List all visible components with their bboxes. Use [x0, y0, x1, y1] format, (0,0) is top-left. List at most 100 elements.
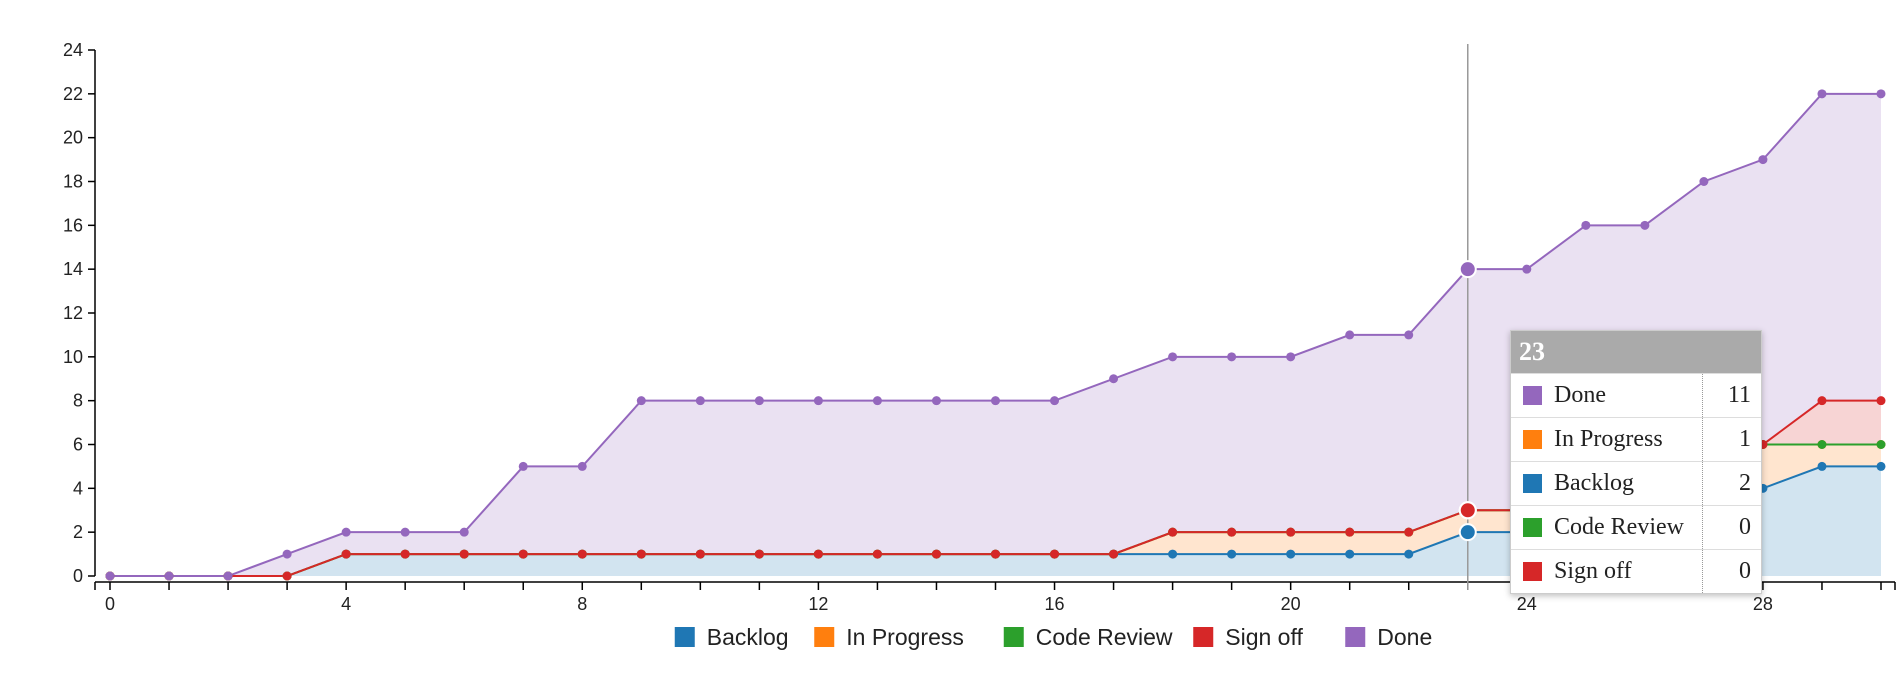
tooltip-row: In Progress 1 [1511, 417, 1761, 461]
point-done [223, 571, 233, 581]
point-code-review [1817, 440, 1827, 449]
x-tick-label: 16 [1045, 594, 1065, 614]
point-sign-off [459, 549, 469, 559]
point-sign-off [636, 549, 646, 559]
tooltip-series-value: 1 [1702, 418, 1761, 461]
point-sign-off [518, 549, 528, 559]
y-tick-label: 12 [63, 303, 83, 323]
legend-swatch [1193, 627, 1214, 647]
point-sign-off [1168, 527, 1178, 537]
point-sign-off [282, 571, 292, 581]
point-sign-off [1345, 527, 1355, 537]
point-done [1109, 374, 1119, 384]
point-sign-off [813, 549, 823, 559]
tooltip-series-value: 0 [1702, 550, 1761, 593]
tooltip-swatch [1523, 430, 1542, 449]
y-tick-label: 24 [63, 40, 83, 60]
point-done [459, 527, 469, 537]
point-backlog [1404, 549, 1414, 559]
x-tick-label: 24 [1517, 594, 1537, 614]
point-sign-off [1876, 396, 1886, 406]
tooltip-swatch [1523, 562, 1542, 581]
point-done [577, 461, 587, 471]
tooltip-row: Done 11 [1511, 373, 1761, 417]
tooltip-series-value: 11 [1702, 374, 1761, 417]
tooltip-series-name: In Progress [1554, 426, 1663, 452]
point-done [1758, 155, 1768, 165]
legend-swatch [1003, 627, 1024, 647]
point-backlog [1227, 549, 1237, 559]
legend: Backlog In Progress Code Review Sign off Don… [674, 624, 1432, 650]
point-done [518, 461, 528, 471]
y-tick-label: 18 [63, 172, 83, 192]
y-tick-label: 20 [63, 128, 83, 148]
x-tick-label: 20 [1281, 594, 1301, 614]
tooltip-title: 23 [1511, 331, 1761, 373]
area-done [110, 93, 1881, 576]
tooltip-series-name: Done [1554, 382, 1606, 408]
tooltip-series-name: Sign off [1554, 558, 1632, 584]
point-done [1345, 330, 1355, 340]
point-sign-off [1227, 527, 1237, 537]
legend-item: Code Review [1003, 624, 1173, 650]
legend-swatch [814, 627, 835, 647]
tooltip-swatch [1523, 386, 1542, 405]
point-backlog [1168, 549, 1178, 559]
tooltip-series-name: Backlog [1554, 470, 1634, 496]
point-sign-off [754, 549, 764, 559]
legend-label: Backlog [707, 624, 789, 650]
hover-point-backlog [1458, 523, 1477, 542]
y-tick-label: 16 [63, 215, 83, 235]
y-tick-label: 2 [73, 522, 83, 542]
point-sign-off [695, 549, 705, 559]
point-done [1699, 177, 1709, 186]
point-sign-off [931, 549, 941, 559]
hover-points [1458, 260, 1477, 542]
tooltip-series-name: Code Review [1554, 514, 1684, 540]
point-done [400, 527, 410, 537]
point-done [636, 396, 646, 406]
point-done [813, 396, 823, 406]
point-sign-off [1109, 549, 1119, 559]
x-tick-label: 8 [577, 594, 587, 614]
point-sign-off [1817, 396, 1827, 406]
point-code-review [1876, 440, 1886, 449]
y-tick-label: 10 [63, 347, 83, 367]
y-tick-label: 4 [73, 478, 83, 498]
area-backlog [110, 466, 1881, 576]
point-done [105, 571, 115, 581]
point-done [282, 549, 292, 559]
point-done [1168, 352, 1178, 362]
legend-item: Backlog [674, 624, 789, 650]
tooltip-row: Sign off 0 [1511, 549, 1761, 593]
legend-swatch [674, 627, 695, 647]
point-sign-off [991, 549, 1000, 559]
legend-label: Sign off [1225, 624, 1303, 650]
x-tick-label: 28 [1753, 594, 1773, 614]
x-tick-label: 4 [341, 594, 351, 614]
point-backlog [1345, 549, 1355, 559]
point-sign-off [577, 549, 587, 559]
point-sign-off [1286, 527, 1296, 537]
tooltip-row: Backlog 2 [1511, 461, 1761, 505]
point-done [1522, 264, 1532, 274]
point-done [1404, 330, 1414, 340]
point-done [1050, 396, 1060, 406]
point-backlog [1876, 461, 1886, 471]
point-done [1227, 352, 1237, 362]
legend-swatch [1345, 627, 1366, 647]
y-tick-label: 8 [73, 391, 83, 411]
legend-label: Code Review [1036, 624, 1173, 650]
point-sign-off [1404, 527, 1414, 537]
hover-point-done [1458, 260, 1477, 279]
legend-item: Sign off [1193, 624, 1303, 650]
point-sign-off [341, 549, 351, 559]
legend-item: In Progress [814, 624, 964, 650]
point-sign-off [400, 549, 410, 559]
point-backlog [1817, 461, 1827, 471]
tooltip-rows: Done 11 In Progress 1 Backlog 2 Code Review 0 Si… [1511, 373, 1761, 593]
point-done [754, 396, 764, 406]
point-done [931, 396, 941, 406]
point-sign-off [872, 549, 882, 559]
